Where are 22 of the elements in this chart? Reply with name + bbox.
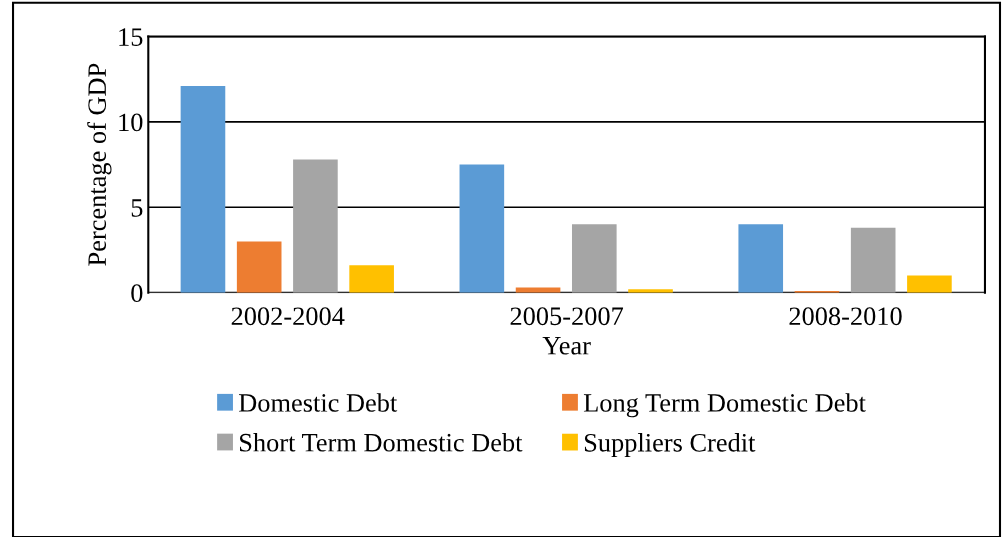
y-tick-label: 0 [131, 284, 143, 303]
bar [293, 159, 338, 293]
bar [571, 224, 617, 293]
bar [180, 86, 226, 293]
bar [236, 241, 282, 293]
y-tick-label: 15 [119, 28, 143, 46]
y-tick-label: 5 [131, 199, 143, 217]
legend-label: Domestic Debt [238, 393, 398, 412]
bar [907, 275, 952, 293]
bar [459, 164, 505, 293]
legend-label: Short Term Domestic Debt [240, 433, 523, 452]
x-tick-label: 2008-2010 [789, 307, 902, 326]
bar [738, 224, 784, 293]
x-tick-label: 2005-2007 [510, 307, 624, 326]
bar [850, 227, 896, 293]
legend-label: Suppliers Credit [584, 433, 756, 458]
legend-label: Long Term Domestic Debt [583, 393, 866, 418]
bar [349, 265, 394, 293]
y-tick-label: 10 [119, 113, 143, 132]
x-tick-label: 2002-2004 [231, 307, 345, 326]
y-axis-title: Percentage of GDP [87, 63, 112, 266]
x-axis-title: Year [542, 337, 591, 355]
